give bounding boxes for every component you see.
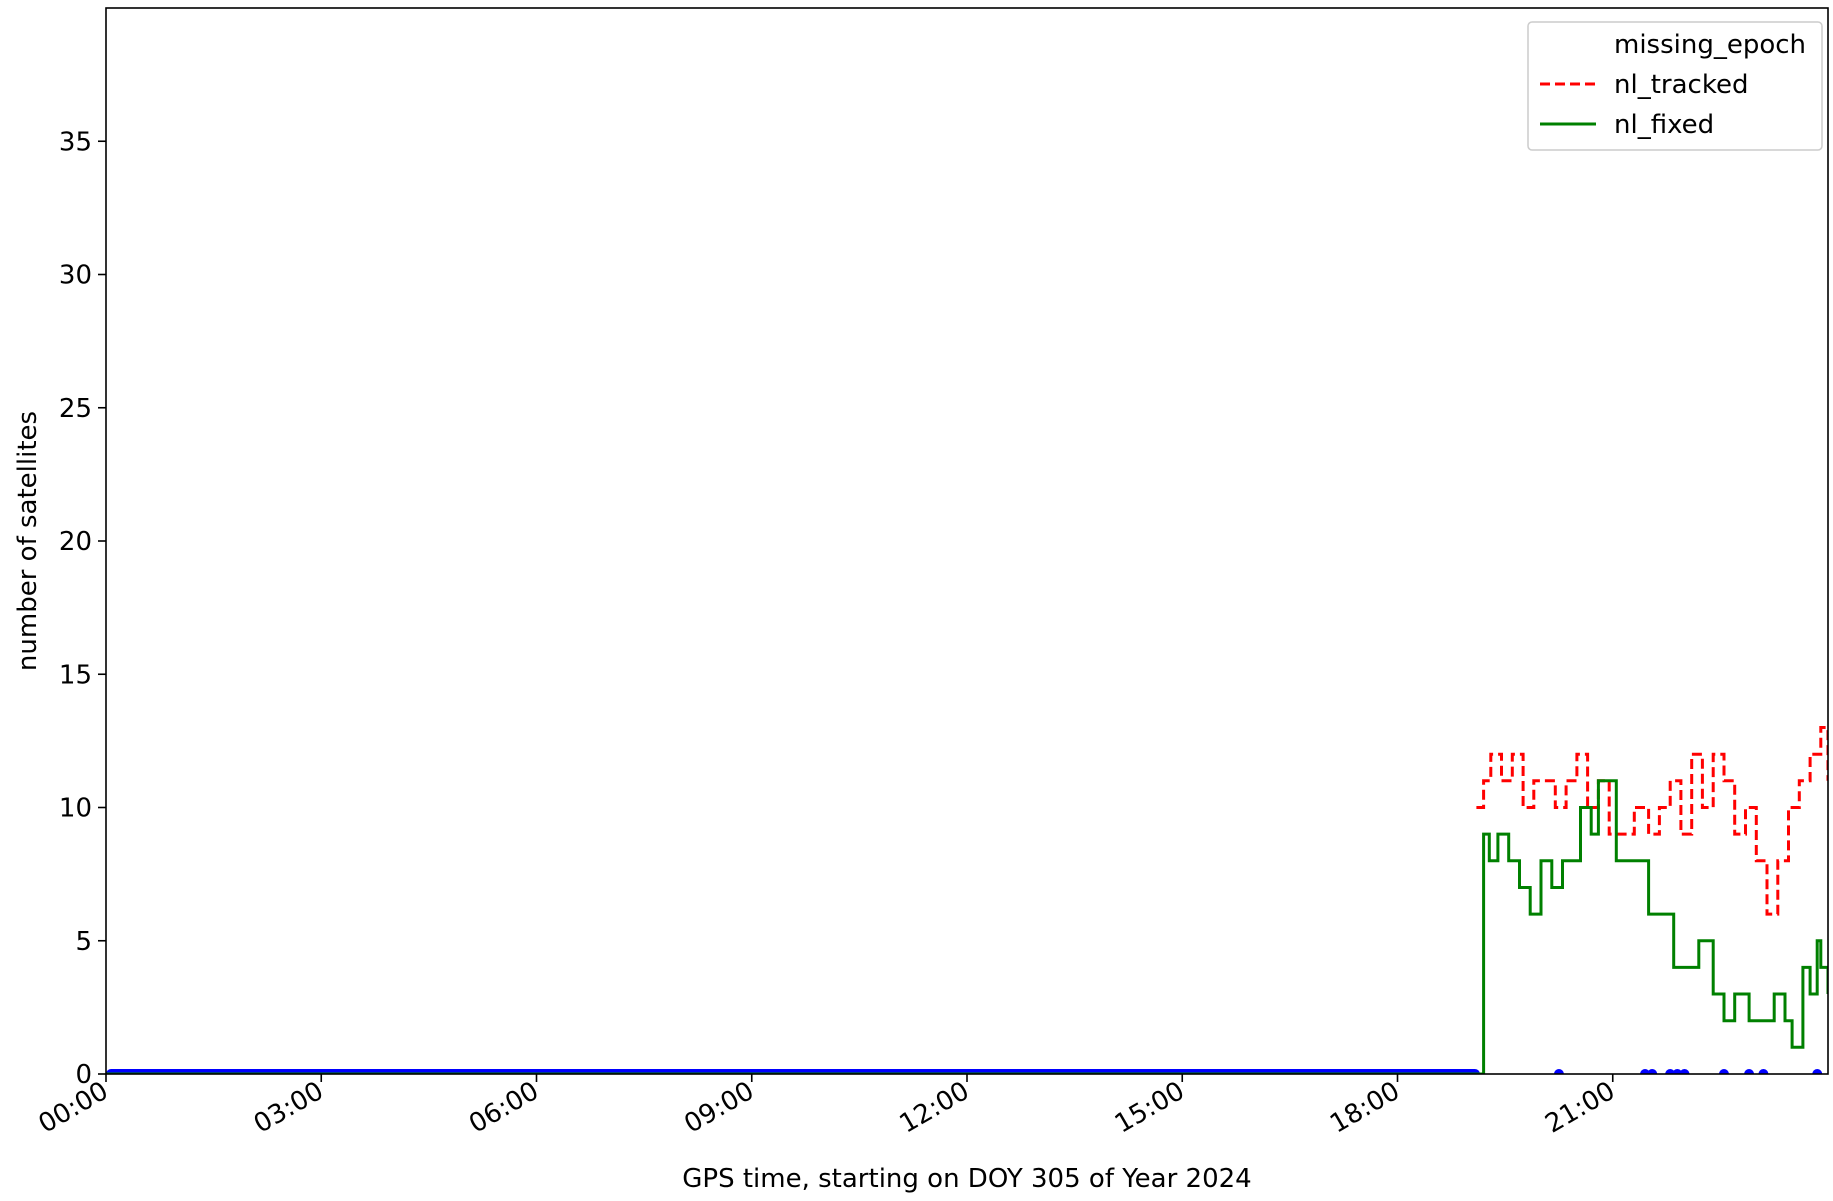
missing-epoch-point	[1718, 1069, 1729, 1074]
missing-epoch-point	[1758, 1069, 1769, 1074]
y-tick-label: 15	[59, 660, 92, 690]
nl-fixed-line	[106, 779, 1828, 1074]
nl-tracked-line	[1476, 726, 1828, 916]
missing-epoch-point	[1553, 1069, 1564, 1074]
legend-label-nl-tracked: nl_tracked	[1614, 70, 1748, 100]
y-tick-label: 30	[59, 261, 92, 291]
marks-layer	[106, 726, 1828, 1074]
y-tick-label: 20	[59, 527, 92, 557]
missing-epoch-point	[1647, 1069, 1658, 1074]
y-tick-label: 35	[59, 127, 92, 157]
y-axis-label: number of satellites	[13, 411, 43, 671]
missing-epoch-point	[1679, 1069, 1690, 1074]
legend-box	[1527, 21, 1823, 151]
y-tick-label: 10	[59, 794, 92, 824]
missing-epoch-point	[1812, 1069, 1823, 1074]
y-tick-label: 25	[59, 394, 92, 424]
y-tick-label: 0	[75, 1060, 92, 1090]
y-tick-label: 5	[75, 927, 92, 957]
x-axis-label: GPS time, starting on DOY 305 of Year 20…	[682, 1164, 1251, 1194]
legend-label-nl-fixed: nl_fixed	[1614, 110, 1714, 140]
legend: missing_epoch nl_tracked nl_fixed	[1527, 21, 1823, 151]
missing-epoch-point	[1744, 1069, 1755, 1074]
legend-label-missing-epoch: missing_epoch	[1614, 30, 1806, 60]
